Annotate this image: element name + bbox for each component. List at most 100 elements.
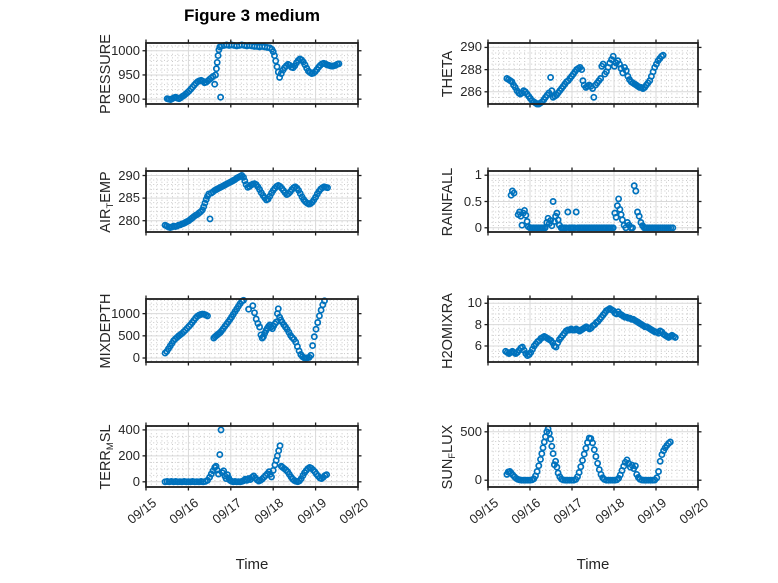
data-point xyxy=(268,473,275,481)
subplot-rainfall xyxy=(484,167,702,236)
y-axis-label-text: EMP xyxy=(98,170,114,203)
data-point xyxy=(256,323,264,331)
subplot-theta xyxy=(484,39,702,108)
subplot-mixdepth xyxy=(142,295,362,366)
data-point xyxy=(590,446,598,454)
data-point xyxy=(259,333,267,341)
data-point xyxy=(628,461,636,469)
data-point xyxy=(249,302,257,310)
data-point xyxy=(217,426,225,434)
data-point xyxy=(213,58,221,66)
data-point xyxy=(553,209,561,217)
data-point xyxy=(240,296,247,304)
y-axis-label-text: LUX xyxy=(440,424,456,453)
y-axis-label-text: RAINFALL xyxy=(440,167,456,236)
data-point xyxy=(539,444,547,452)
y-tick-label: 1000 xyxy=(111,305,140,321)
data-point xyxy=(580,450,588,458)
y-axis-label-text: AIR xyxy=(98,208,114,233)
y-tick-label: 1000 xyxy=(111,42,140,58)
data-point xyxy=(549,450,557,458)
data-point xyxy=(510,189,518,197)
y-axis-label-terr_msl: TERRMSL xyxy=(96,377,116,537)
subplot-sun_flux xyxy=(484,422,702,491)
data-point xyxy=(599,60,607,68)
figure-title: Figure 3 medium xyxy=(183,6,321,25)
data-point xyxy=(240,173,247,181)
data-point xyxy=(669,224,677,232)
x-axis-label-left: Time xyxy=(235,556,269,573)
subplot-air_temp xyxy=(142,167,362,236)
data-point xyxy=(671,333,679,341)
data-point xyxy=(538,450,546,458)
data-point xyxy=(211,80,219,88)
y-axis-label-subscript: T xyxy=(105,202,116,209)
data-point xyxy=(577,463,585,471)
y-tick-label: 0 xyxy=(474,219,482,235)
subplot-h2omixra xyxy=(484,295,702,366)
y-axis-label-subscript: M xyxy=(105,441,116,450)
y-tick-label: 8 xyxy=(474,316,482,332)
y-axis-label-text: PRESSURE xyxy=(98,33,114,114)
axes-frame xyxy=(145,42,359,105)
y-axis-label-subscript: F xyxy=(447,452,458,459)
y-axis-label-text: THETA xyxy=(440,50,456,97)
data-point xyxy=(309,342,317,350)
axes-frame xyxy=(487,42,699,105)
y-axis-label-text: MIXDEPTH xyxy=(98,293,114,368)
data-point xyxy=(632,187,640,195)
data-point xyxy=(578,66,586,74)
data-point xyxy=(241,177,249,185)
axes-frame xyxy=(487,425,699,488)
data-point xyxy=(314,319,322,326)
y-tick-label: 280 xyxy=(118,212,140,228)
data-point xyxy=(206,215,214,223)
data-point xyxy=(653,474,661,482)
data-point xyxy=(589,439,597,447)
data-point xyxy=(552,457,560,465)
data-point xyxy=(315,312,323,320)
data-point xyxy=(554,216,562,224)
data-point xyxy=(547,73,555,81)
data-point xyxy=(212,71,219,79)
data-point xyxy=(518,221,526,229)
data-point xyxy=(310,333,318,341)
data-point xyxy=(271,52,278,60)
y-tick-label: 950 xyxy=(118,66,140,82)
data-point xyxy=(597,75,605,82)
data-point xyxy=(609,52,617,60)
y-tick-label: 900 xyxy=(118,91,140,107)
data-point xyxy=(212,65,220,73)
y-tick-label: 0 xyxy=(132,350,140,365)
axes-frame xyxy=(145,298,359,363)
data-point xyxy=(535,462,543,470)
y-axis-label-text: H2OMIXRA xyxy=(440,292,456,369)
y-tick-label: 286 xyxy=(460,83,482,99)
data-point xyxy=(630,182,638,190)
y-tick-label: 6 xyxy=(474,337,482,353)
data-point xyxy=(215,470,222,478)
data-point xyxy=(659,51,667,59)
data-point xyxy=(617,211,625,219)
y-tick-label: 285 xyxy=(118,190,140,206)
y-tick-label: 200 xyxy=(118,447,140,463)
data-point xyxy=(312,325,320,333)
data-point xyxy=(540,438,548,446)
data-point xyxy=(590,93,598,101)
data-point xyxy=(635,212,643,220)
y-tick-label: 400 xyxy=(118,421,140,437)
data-point xyxy=(575,469,583,476)
data-point xyxy=(622,67,630,75)
data-point xyxy=(631,462,639,470)
data-point xyxy=(200,203,208,211)
subplot-terr_msl xyxy=(142,422,362,491)
data-point xyxy=(272,57,280,65)
data-point xyxy=(592,453,600,460)
data-point xyxy=(545,429,553,437)
y-tick-label: 290 xyxy=(118,167,140,183)
data-point xyxy=(594,459,602,467)
data-point xyxy=(537,455,544,463)
